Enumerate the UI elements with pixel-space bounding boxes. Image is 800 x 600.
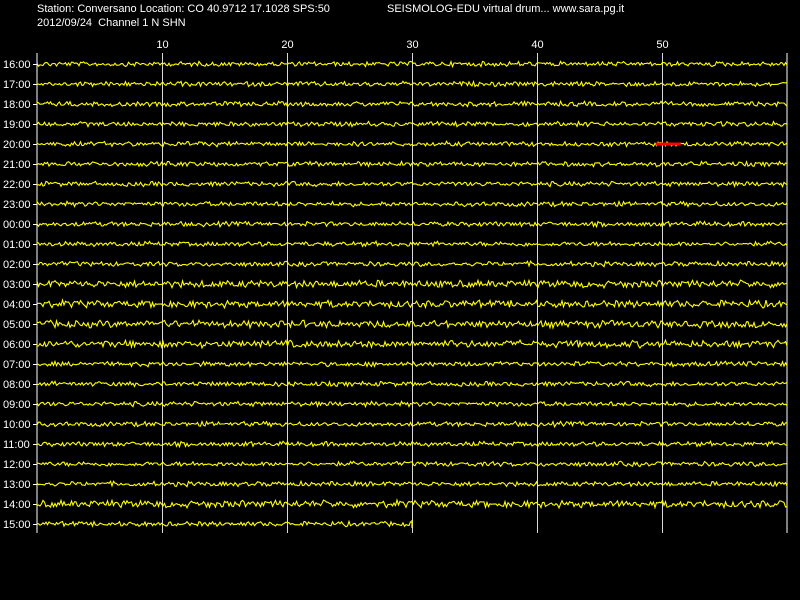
x-tick-label-20: 20 — [281, 39, 293, 51]
trace-1800 — [36, 99, 788, 108]
hour-label-0000: 00:00 — [3, 219, 31, 231]
x-tick-label-40: 40 — [531, 39, 543, 51]
trace-1300 — [36, 479, 788, 488]
trace-1100 — [36, 440, 788, 449]
trace-1400 — [36, 498, 788, 510]
hour-label-0400: 04:00 — [3, 299, 31, 311]
hour-label-2300: 23:00 — [3, 199, 31, 211]
hour-label-0200: 02:00 — [3, 259, 31, 271]
trace-1500 — [36, 519, 413, 528]
trace-0000 — [36, 220, 788, 229]
trace-2100 — [36, 160, 788, 168]
trace-layer — [36, 60, 788, 528]
station-info-text: Station: Conversano Location: CO 40.9712… — [37, 3, 330, 15]
trace-0900 — [36, 400, 788, 409]
trace-0600 — [36, 338, 788, 350]
hour-label-2100: 21:00 — [3, 159, 31, 171]
trace-2200 — [36, 180, 788, 189]
hour-label-0300: 03:00 — [3, 279, 31, 291]
hour-label-0900: 09:00 — [3, 399, 31, 411]
trace-1600 — [36, 60, 788, 69]
hour-label-0600: 06:00 — [3, 339, 31, 351]
hour-label-0700: 07:00 — [3, 359, 31, 371]
hour-label-0800: 08:00 — [3, 379, 31, 391]
hour-label-1900: 19:00 — [3, 119, 31, 131]
drum-title-text: SEISMOLOG-EDU virtual drum... www.sara.p… — [387, 3, 625, 15]
hour-label-0100: 01:00 — [3, 239, 31, 251]
hour-label-1800: 18:00 — [3, 99, 31, 111]
hour-label-1300: 13:00 — [3, 479, 31, 491]
date-channel-text: 2012/09/24 Channel 1 N SHN — [37, 17, 186, 29]
hour-label-1400: 14:00 — [3, 499, 31, 511]
trace-0700 — [36, 359, 788, 368]
hour-label-0500: 05:00 — [3, 319, 31, 331]
trace-2300 — [36, 199, 788, 208]
x-tick-label-30: 30 — [406, 39, 418, 51]
label-layer: 10 20 30 40 50 16:00 17:00 18:00 19:00 20:00 21:00… — [3, 39, 669, 531]
trace-0500 — [36, 318, 788, 330]
trace-0300 — [36, 278, 788, 290]
x-tick-label-10: 10 — [156, 39, 168, 51]
hour-label-2000: 20:00 — [3, 139, 31, 151]
trace-0800 — [36, 380, 788, 388]
grid-layer — [33, 53, 788, 533]
hour-label-1600: 16:00 — [3, 59, 31, 71]
trace-0200 — [36, 259, 788, 268]
hour-label-1000: 10:00 — [3, 419, 31, 431]
trace-1700 — [36, 79, 788, 88]
hour-label-1500: 15:00 — [3, 519, 31, 531]
trace-1900 — [36, 120, 788, 128]
trace-1000 — [36, 420, 788, 429]
hour-label-2200: 22:00 — [3, 179, 31, 191]
hour-label-1100: 11:00 — [3, 439, 30, 451]
hour-label-1200: 12:00 — [3, 459, 31, 471]
trace-1200 — [36, 460, 788, 468]
trace-0100 — [36, 240, 788, 248]
trace-0400 — [36, 298, 788, 310]
x-tick-label-50: 50 — [656, 39, 668, 51]
hour-label-1700: 17:00 — [3, 79, 31, 91]
